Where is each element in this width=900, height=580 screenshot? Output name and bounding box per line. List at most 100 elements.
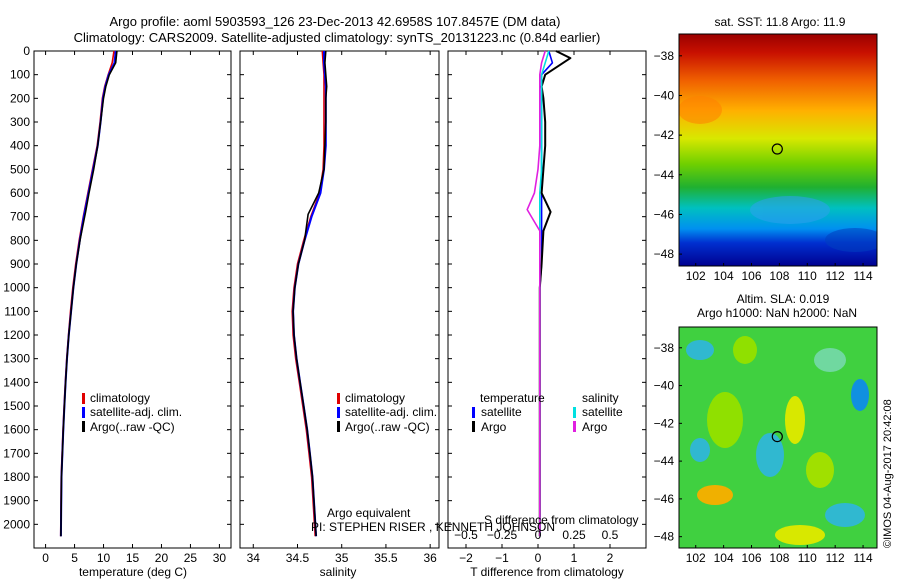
- map-x-tick-label: 112: [826, 551, 845, 565]
- sla-map-frame: [678, 326, 878, 549]
- sst-map-frame: [678, 33, 878, 267]
- y-tick-label: 1100: [4, 304, 30, 318]
- sla-map-title-2: Argo h1000: NaN h2000: NaN: [697, 306, 857, 320]
- map-y-tick-label: −38: [654, 49, 675, 63]
- y-tick-label: 500: [10, 162, 30, 176]
- sla-blob: [733, 336, 757, 364]
- x-tick-label: 35: [335, 551, 349, 565]
- map-x-tick-label: 108: [769, 269, 789, 283]
- legend-label-sal-argo: Argo: [582, 420, 608, 434]
- x-tick-label: 20: [155, 551, 169, 565]
- sst-cool-patch: [825, 228, 877, 252]
- map-y-tick-label: −44: [654, 168, 675, 182]
- map-y-tick-label: −40: [654, 379, 675, 393]
- y-tick-label: 700: [10, 210, 30, 224]
- salinity-panel: [239, 50, 440, 549]
- map-x-tick-label: 102: [686, 551, 706, 565]
- sla-argo-marker: [771, 431, 783, 443]
- sla-map: [678, 326, 878, 549]
- sla-blob: [814, 348, 846, 372]
- legend-swatch-argo: [337, 421, 340, 432]
- temperature-plot: 0 5 10 15 20 25 300100200300400500600700800900…: [3, 44, 231, 565]
- y-tick-label: 1000: [3, 281, 30, 295]
- y-tick-label: 100: [10, 68, 30, 82]
- legend-swatch-satellite: [337, 407, 340, 418]
- map-y-tick-label: −46: [654, 492, 675, 506]
- map-y-tick-label: −48: [654, 530, 675, 544]
- y-tick-label: 800: [10, 233, 30, 247]
- y-tick-label: 1300: [3, 352, 30, 366]
- x-tick-label: 15: [126, 551, 140, 565]
- y-tick-label: 0: [23, 44, 30, 58]
- y-tick-label: 1500: [3, 399, 30, 413]
- legend-label-satellite: satellite-adj. clim.: [90, 405, 182, 419]
- sst-argo-marker: [771, 143, 783, 155]
- map-y-tick-label: −42: [654, 416, 675, 430]
- map-y-tick-label: −40: [654, 88, 675, 102]
- x-tick-label: 10: [97, 551, 111, 565]
- legend-swatch-climatology: [337, 393, 340, 404]
- y-tick-label: 400: [10, 139, 30, 153]
- map-y-tick-label: −46: [654, 207, 675, 221]
- sla-blob: [697, 485, 733, 505]
- map-x-tick-label: 110: [798, 269, 817, 283]
- sla-blob: [707, 392, 743, 448]
- x-tick-label: 34: [247, 551, 261, 565]
- y-tick-label: 1200: [3, 328, 30, 342]
- sst-cool-eddy: [750, 196, 830, 224]
- sst-map-field: [679, 34, 877, 266]
- y-tick-label: 300: [10, 115, 30, 129]
- s-tick-label: 0.25: [562, 528, 586, 542]
- x-tick-label: 2: [607, 551, 614, 565]
- x-tick-label: −2: [459, 551, 473, 565]
- legend-label-argo: Argo(..raw -QC): [345, 420, 430, 434]
- x-tick-label: 5: [71, 551, 78, 565]
- legend-label-temp-argo: Argo: [481, 420, 507, 434]
- map-x-tick-label: 104: [714, 551, 734, 565]
- legend-label-sal-satellite: satellite: [582, 405, 623, 419]
- legend-label-temp-satellite: satellite: [481, 405, 522, 419]
- sst-warm-patch: [679, 96, 722, 124]
- legend-heading-salinity: salinity: [582, 391, 619, 405]
- legend-swatch-temp-argo: [472, 421, 475, 432]
- sla-blob: [785, 396, 805, 444]
- temperature-legend: climatology satellite-adj. clim. Argo(..…: [82, 391, 182, 434]
- salinity-plot: 34 34.5 35 35.5 36: [240, 50, 439, 565]
- series-line-salinity-argo: [526, 50, 546, 537]
- x-tick-label: 35.5: [374, 551, 398, 565]
- salinity-xlabel: salinity: [320, 565, 357, 579]
- difference-legend: temperature salinity satellite Argo sate…: [472, 391, 623, 434]
- sla-blob: [690, 438, 710, 462]
- sla-blob: [825, 503, 865, 527]
- y-tick-label: 1700: [3, 446, 30, 460]
- legend-label-climatology: climatology: [345, 391, 405, 405]
- map-y-tick-label: −42: [654, 128, 675, 142]
- difference-panel: [447, 50, 647, 549]
- temperature-panel: [33, 50, 232, 549]
- x-tick-label: 25: [184, 551, 198, 565]
- map-x-tick-label: 106: [741, 269, 761, 283]
- s-difference-label: S difference from climatology: [484, 513, 639, 527]
- s-tick-label: −0.5: [454, 528, 478, 542]
- argo-equivalent-label: Argo equivalent: [327, 506, 411, 520]
- x-tick-label: 0: [42, 551, 49, 565]
- legend-label-argo: Argo(..raw -QC): [90, 420, 175, 434]
- legend-swatch-temp-satellite: [472, 407, 475, 418]
- y-tick-label: 1800: [3, 470, 30, 484]
- sla-map-title-1: Altim. SLA: 0.019: [737, 292, 830, 306]
- sla-blob: [686, 340, 714, 360]
- sla-blob: [806, 452, 834, 488]
- map-x-tick-label: 110: [798, 551, 817, 565]
- x-tick-label: 0: [535, 551, 542, 565]
- legend-swatch-argo: [82, 421, 85, 432]
- map-x-tick-label: 114: [853, 551, 872, 565]
- map-x-tick-label: 112: [826, 269, 845, 283]
- legend-swatch-sal-satellite: [573, 407, 576, 418]
- legend-swatch-satellite: [82, 407, 85, 418]
- x-tick-label: −1: [495, 551, 509, 565]
- map-x-tick-label: 104: [714, 269, 734, 283]
- y-tick-label: 200: [10, 91, 30, 105]
- y-tick-label: 2000: [3, 517, 30, 531]
- y-tick-label: 900: [10, 257, 30, 271]
